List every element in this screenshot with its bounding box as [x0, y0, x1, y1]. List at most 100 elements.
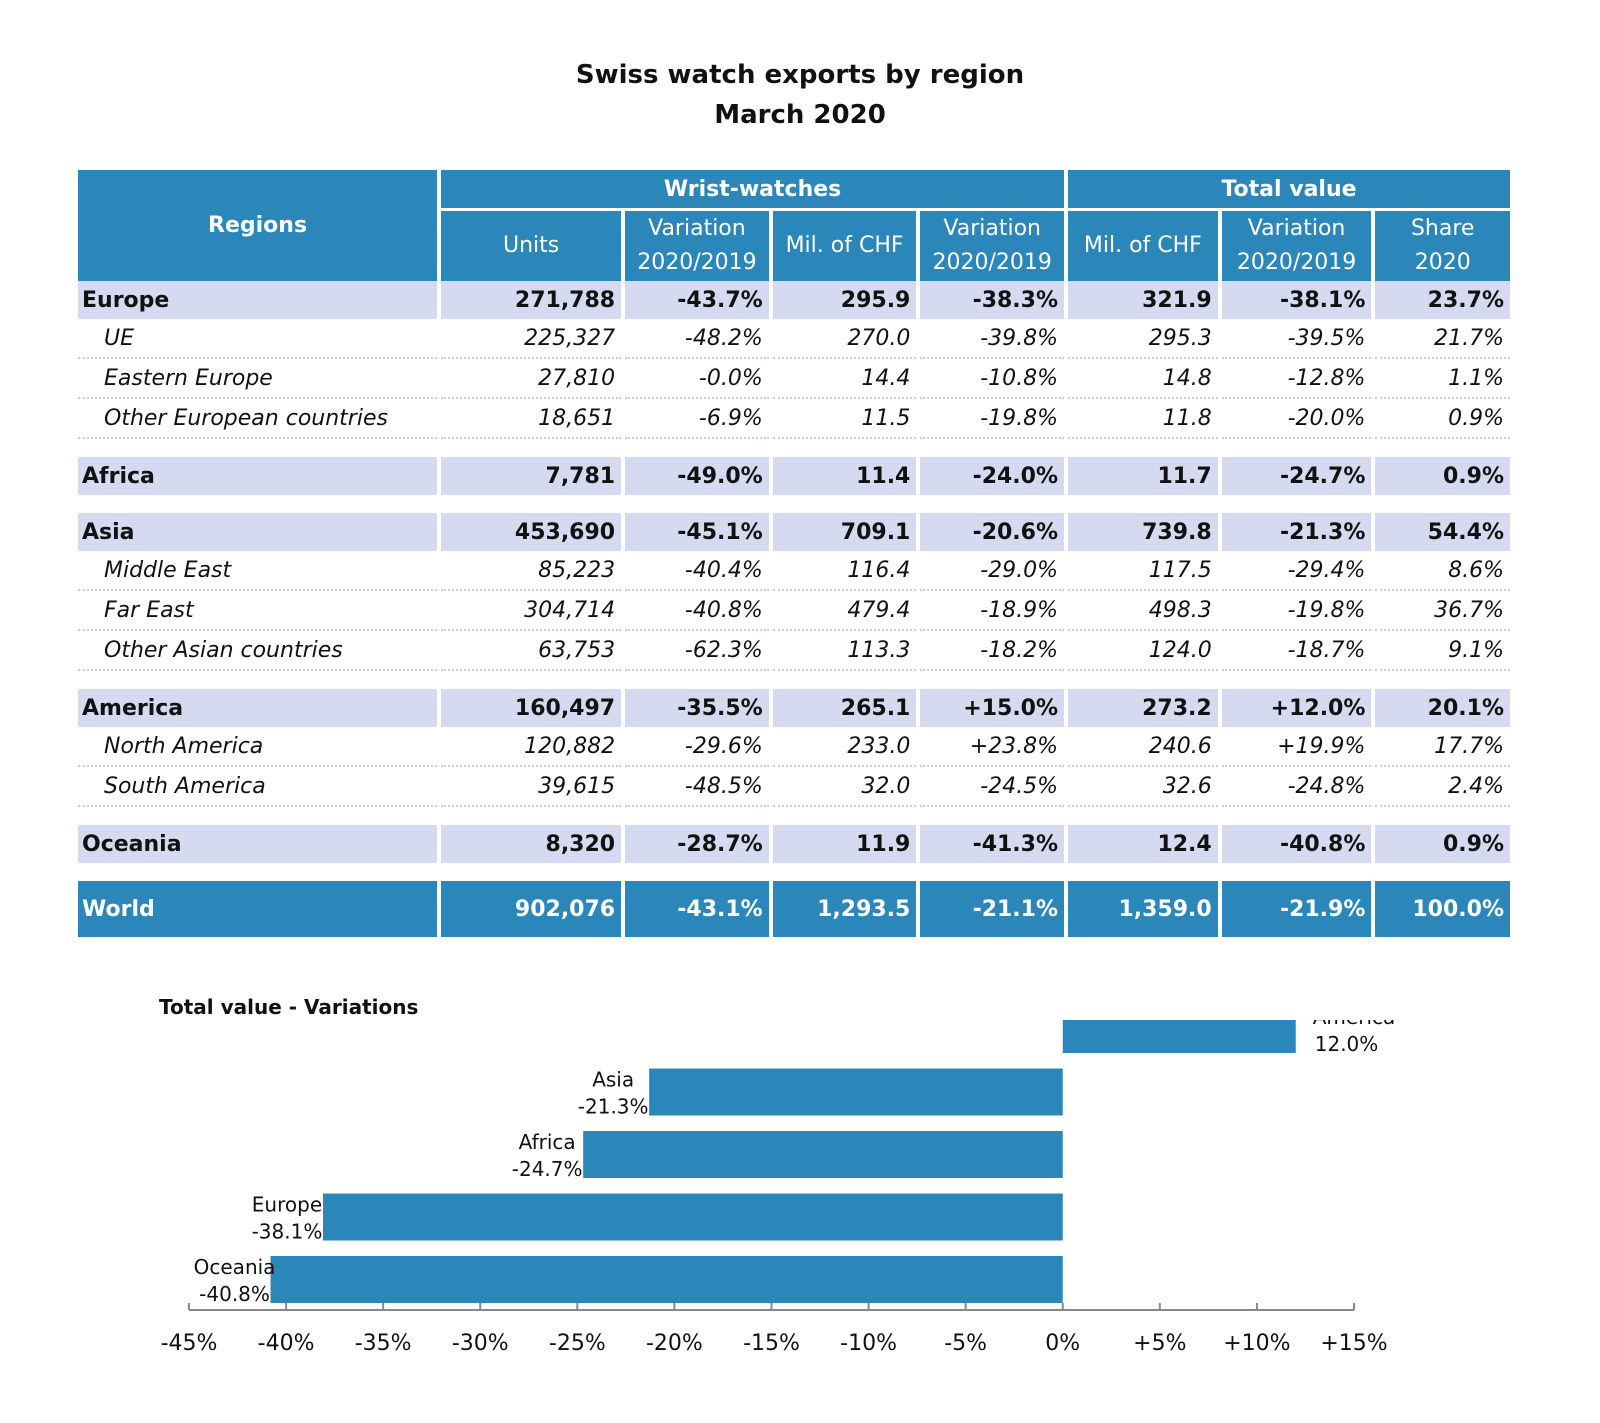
cell-var2: -24.0% [920, 457, 1065, 495]
cell-mil1: 116.4 [772, 551, 917, 591]
cell-var2: -41.3% [920, 825, 1065, 863]
bar-category-label: Europe [252, 1193, 322, 1217]
spacer-row [78, 807, 1510, 825]
total-value-header: Total value [1068, 170, 1510, 211]
mil-chf-header: Mil. of CHF [772, 211, 917, 281]
cell-mil1: 113.3 [772, 631, 917, 671]
cell-var2: -18.2% [920, 631, 1065, 671]
table-row: Oceania 8,320 -28.7% 11.9 -41.3% 12.4 -40.8% 0.… [78, 825, 1510, 863]
cell-share: 20.1% [1375, 689, 1510, 727]
cell-units: 902,076 [441, 881, 622, 937]
bar-category-label: Oceania [194, 1255, 276, 1279]
spacer-row [78, 671, 1510, 689]
region-name: Far East [78, 591, 438, 631]
cell-units: 85,223 [441, 551, 622, 591]
cell-var1: -48.5% [625, 767, 769, 807]
region-name: Europe [78, 281, 438, 319]
cell-units: 27,810 [441, 359, 622, 399]
cell-mil1: 1,293.5 [772, 881, 917, 937]
cell-var2: -18.9% [920, 591, 1065, 631]
table-row: America 160,497 -35.5% 265.1 +15.0% 273.2 +12.… [78, 689, 1510, 727]
region-name: Middle East [78, 551, 438, 591]
cell-var2: +23.8% [920, 727, 1065, 767]
cell-var1: -0.0% [625, 359, 769, 399]
cell-var2: -24.5% [920, 767, 1065, 807]
regions-header: Regions [78, 170, 438, 281]
cell-var3: -24.7% [1221, 457, 1372, 495]
cell-mil1: 270.0 [772, 319, 917, 359]
table-row: South America 39,615 -48.5% 32.0 -24.5% 32.6-… [78, 767, 1510, 807]
cell-mil2: 124.0 [1068, 631, 1218, 671]
cell-var1: -45.1% [625, 513, 769, 551]
region-name: Other European countries [78, 399, 438, 439]
bar-category-label: America [1313, 1020, 1396, 1029]
share-header: Share 2020 [1375, 211, 1510, 281]
cell-var1: -40.8% [625, 591, 769, 631]
cell-share: 0.9% [1375, 825, 1510, 863]
cell-var1: -48.2% [625, 319, 769, 359]
cell-var1: -28.7% [625, 825, 769, 863]
cell-var2: -19.8% [920, 399, 1065, 439]
x-tick-label: -15% [743, 1331, 800, 1356]
table-row: UE 225,327 -48.2% 270.0 -39.8% 295.3 -39.5% 21.… [78, 319, 1510, 359]
x-tick-label: -45% [161, 1331, 218, 1356]
chart-title: Total value - Variations [159, 995, 419, 1019]
x-tick-label: -40% [258, 1331, 315, 1356]
cell-share: 0.9% [1375, 399, 1510, 439]
cell-var1: -35.5% [625, 689, 769, 727]
bar-america [1062, 1020, 1296, 1053]
cell-share: 2.4% [1375, 767, 1510, 807]
cell-share: 17.7% [1375, 727, 1510, 767]
units-header: Units [441, 211, 622, 281]
cell-var3: -18.7% [1221, 631, 1372, 671]
cell-share: 36.7% [1375, 591, 1510, 631]
cell-var1: -49.0% [625, 457, 769, 495]
x-tick-label: -25% [549, 1331, 606, 1356]
cell-var1: -43.1% [625, 881, 769, 937]
cell-units: 160,497 [441, 689, 622, 727]
cell-mil2: 11.8 [1068, 399, 1218, 439]
x-tick-label: 0% [1045, 1331, 1080, 1356]
cell-units: 8,320 [441, 825, 622, 863]
bar-africa [583, 1131, 1063, 1178]
table-row: North America 120,882 -29.6% 233.0 +23.8% 240… [78, 727, 1510, 767]
x-tick-label: +10% [1223, 1331, 1290, 1356]
cell-units: 453,690 [441, 513, 622, 551]
cell-var3: -21.9% [1221, 881, 1372, 937]
title-line-2: March 2020 [714, 100, 886, 130]
variation-units-header: Variation 2020/2019 [625, 211, 769, 281]
table-row: Far East 304,714 -40.8% 479.4 -18.9% 498.3 -19… [78, 591, 1510, 631]
bar-asia [649, 1068, 1063, 1116]
page-title: Swiss watch exports by region March 2020 [0, 55, 1600, 135]
cell-share: 9.1% [1375, 631, 1510, 671]
x-tick-label: -5% [944, 1331, 987, 1356]
cell-mil1: 479.4 [772, 591, 917, 631]
cell-var1: -6.9% [625, 399, 769, 439]
region-name: South America [78, 767, 438, 807]
cell-mil1: 11.9 [772, 825, 917, 863]
cell-mil1: 14.4 [772, 359, 917, 399]
x-tick-label: +15% [1320, 1331, 1387, 1356]
table-row: Other European countries 18,651 -6.9% 11.5-… [78, 399, 1510, 439]
region-name: UE [78, 319, 438, 359]
table-row: Asia 453,690 -45.1% 709.1 -20.6% 739.8 -21.3% 5… [78, 513, 1510, 551]
x-tick-label: +5% [1133, 1331, 1186, 1356]
region-name: Oceania [78, 825, 438, 863]
cell-mil2: 273.2 [1068, 689, 1218, 727]
bar-value-label: 12.0% [1315, 1032, 1379, 1056]
cell-mil1: 709.1 [772, 513, 917, 551]
variations-bar-chart: America 12.0% Asia -21.3%Africa -24.7% Europe… [161, 1020, 1396, 1356]
region-name: Asia [78, 513, 438, 551]
table-row: Middle East 85,223 -40.4% 116.4 -29.0% 117.5-… [78, 551, 1510, 591]
cell-var3: -20.0% [1221, 399, 1372, 439]
spacer-row [78, 863, 1510, 881]
cell-mil1: 233.0 [772, 727, 917, 767]
cell-share: 0.9% [1375, 457, 1510, 495]
cell-units: 225,327 [441, 319, 622, 359]
variation-chf-header: Variation 2020/2019 [920, 211, 1065, 281]
bar-oceania [270, 1256, 1063, 1303]
cell-var1: -62.3% [625, 631, 769, 671]
cell-share: 23.7% [1375, 281, 1510, 319]
cell-mil2: 498.3 [1068, 591, 1218, 631]
cell-var3: -40.8% [1221, 825, 1372, 863]
